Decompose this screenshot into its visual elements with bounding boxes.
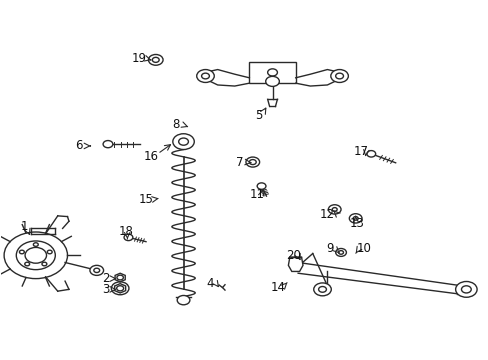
Text: 4: 4 xyxy=(206,278,214,291)
Circle shape xyxy=(90,265,103,275)
Text: 7: 7 xyxy=(235,156,243,168)
Text: 9: 9 xyxy=(325,242,333,255)
Circle shape xyxy=(257,183,265,189)
Circle shape xyxy=(348,214,361,223)
Text: 13: 13 xyxy=(348,216,364,230)
Circle shape xyxy=(124,234,133,240)
Text: 14: 14 xyxy=(270,281,285,294)
Circle shape xyxy=(330,69,347,82)
Text: 11: 11 xyxy=(249,188,264,201)
Circle shape xyxy=(245,157,259,167)
Circle shape xyxy=(455,282,476,297)
Text: 1: 1 xyxy=(20,220,28,233)
Text: 20: 20 xyxy=(285,249,300,262)
Polygon shape xyxy=(114,284,125,293)
Circle shape xyxy=(103,140,113,148)
Text: 18: 18 xyxy=(119,225,134,238)
Text: 15: 15 xyxy=(138,193,153,206)
Circle shape xyxy=(148,54,163,65)
Polygon shape xyxy=(115,273,125,282)
Text: 6: 6 xyxy=(75,139,82,152)
Text: 2: 2 xyxy=(102,272,109,285)
Circle shape xyxy=(265,76,279,86)
Circle shape xyxy=(267,69,277,76)
Text: 8: 8 xyxy=(172,118,180,131)
Circle shape xyxy=(177,296,189,305)
Text: 17: 17 xyxy=(353,145,368,158)
Circle shape xyxy=(313,283,330,296)
Polygon shape xyxy=(249,62,295,83)
Circle shape xyxy=(196,69,214,82)
Text: 3: 3 xyxy=(102,283,109,296)
Circle shape xyxy=(172,134,194,149)
Text: 5: 5 xyxy=(255,109,262,122)
Polygon shape xyxy=(288,257,303,271)
Text: 10: 10 xyxy=(356,242,371,255)
Circle shape xyxy=(335,248,346,256)
Circle shape xyxy=(4,232,67,279)
Circle shape xyxy=(328,205,340,214)
Text: 16: 16 xyxy=(143,150,158,163)
Circle shape xyxy=(366,150,375,157)
Text: 12: 12 xyxy=(319,208,334,221)
Text: 19: 19 xyxy=(132,51,147,64)
